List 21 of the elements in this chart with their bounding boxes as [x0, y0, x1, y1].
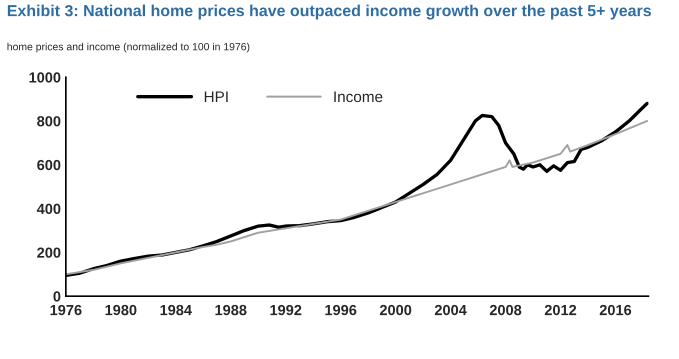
x-tick-label: 2012: [544, 304, 576, 316]
x-tick-label: 2000: [380, 304, 412, 316]
y-tick-label: 200: [37, 247, 60, 258]
x-tick-label: 2004: [434, 304, 467, 316]
chart-subtitle: home prices and income (normalized to 100 in 1976): [8, 42, 250, 52]
legend-label: Income: [334, 91, 382, 102]
chart-title: Exhibit 3: National home prices have outpaced income growth over the past 5+ years: [8, 4, 651, 20]
y-tick-label: 800: [37, 116, 60, 126]
x-tick-label: 1976: [50, 304, 82, 316]
x-tick-label: 2016: [600, 304, 632, 316]
y-tick-label: 1000: [29, 72, 60, 83]
y-tick-label: 600: [37, 160, 60, 170]
y-tick-label: 0: [53, 291, 60, 302]
x-tick-label: 2008: [490, 304, 522, 316]
legend-label: HPI: [204, 91, 228, 102]
x-tick-label: 1984: [160, 304, 192, 316]
y-tick-label: 400: [36, 204, 60, 214]
x-tick-label: 1992: [270, 304, 302, 316]
x-tick-label: 1980: [106, 304, 136, 316]
x-tick-label: 1996: [325, 304, 356, 316]
x-tick-label: 1988: [215, 304, 247, 316]
